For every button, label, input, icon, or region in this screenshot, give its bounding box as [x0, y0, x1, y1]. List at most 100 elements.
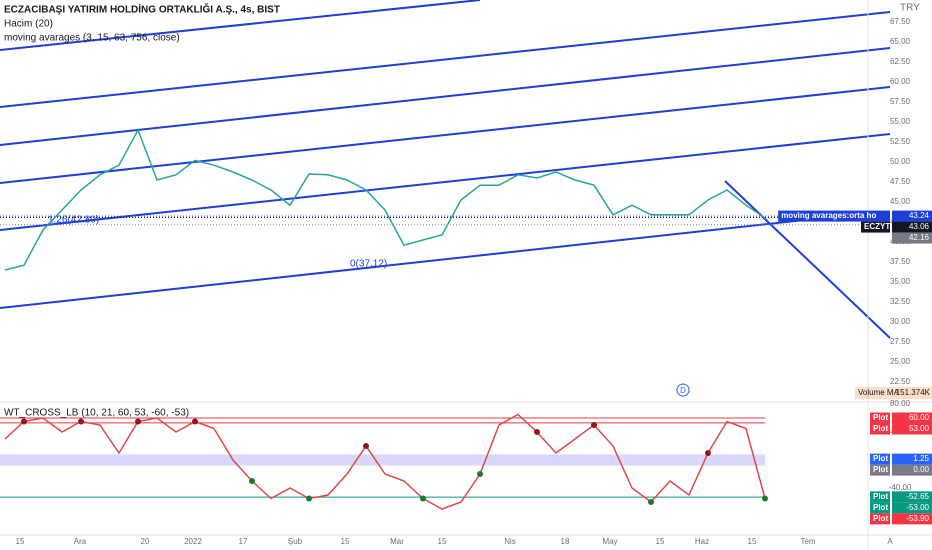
badge-value: -53.90 [906, 514, 929, 523]
time-label: 18 [561, 537, 570, 546]
cross-dot [477, 471, 483, 477]
badge-value: 43.24 [909, 211, 930, 220]
badge-name: Plot [873, 424, 888, 433]
badge-value: 0.00 [913, 465, 929, 474]
badge-value: 1.25 [913, 454, 929, 463]
badge-name-box [870, 464, 890, 476]
annotation: 1.26(42.80) [48, 215, 99, 226]
cross-dot [705, 450, 711, 456]
badge-name-box [870, 513, 890, 525]
time-label: Tem [800, 537, 815, 546]
badge [892, 232, 932, 244]
cross-dot [648, 499, 654, 505]
badge [892, 513, 932, 525]
cross-dot [534, 429, 540, 435]
badge-name: ECZYT [864, 222, 890, 231]
cross-dot [591, 422, 597, 428]
annotation: 0(37.12) [350, 259, 387, 270]
time-label: Haz [695, 537, 709, 546]
y-tick-label: 47.50 [890, 177, 911, 186]
time-label: Mar [390, 537, 404, 546]
y-tick-label: 67.50 [890, 17, 911, 26]
badge-name: Plot [873, 492, 888, 501]
badge [892, 210, 932, 222]
y-tick-label: 35.00 [890, 277, 911, 286]
cross-dot [306, 495, 312, 502]
symbol-title: ECZACIBAŞI YATIRIM HOLDİNG ORTAKLIĞI A.Ş… [4, 3, 280, 16]
currency: TRY [900, 3, 920, 14]
badge [892, 453, 932, 465]
badge-name-box [870, 423, 890, 435]
badge [892, 491, 932, 503]
badge-name-box [870, 491, 890, 503]
indicator-label: moving avarages (3, 15, 63, 756, close) [4, 33, 180, 44]
trend-line [0, 47, 891, 146]
y-tick-label: 57.50 [890, 97, 911, 106]
y-tick-label: 45.00 [890, 197, 911, 206]
series-line [4, 413, 766, 510]
badge-value: 60.00 [909, 413, 930, 422]
badge-name-box [870, 502, 890, 514]
y-tick-label: 37.50 [890, 257, 911, 266]
badge [892, 423, 932, 435]
cross-dot [420, 495, 426, 502]
badge [892, 502, 932, 514]
series-line [4, 128, 766, 271]
y-tick-label: 50.00 [890, 157, 911, 166]
drawings [0, 0, 891, 339]
cross-dot [21, 418, 27, 425]
time-label: Ara [74, 537, 87, 546]
volume-badge-value: 151.374K [896, 388, 931, 397]
y-tick-label: 30.00 [890, 317, 911, 326]
badge-value: 53.00 [909, 424, 930, 433]
y-tick-label: 60.00 [890, 77, 911, 86]
trend-line [0, 0, 481, 51]
time-label: 15 [748, 537, 757, 546]
dividend-marker[interactable] [676, 383, 690, 397]
legend: ECZACIBAŞI YATIRIM HOLDİNG ORTAKLIĞI A.Ş… [4, 3, 280, 419]
badge-name: moving avarages:orta ho [781, 211, 876, 220]
time-label: 20 [141, 537, 150, 546]
time-label: A [887, 537, 893, 546]
y-tick-label: 65.00 [890, 37, 911, 46]
badge-name-box [870, 412, 890, 424]
y-tick-label: 27.50 [890, 337, 911, 346]
badge-name: Plot [873, 454, 888, 463]
badge [892, 412, 932, 424]
cross-dot [135, 418, 141, 425]
badge [892, 221, 932, 233]
badge-name: Plot [873, 514, 888, 523]
trend-line [0, 133, 891, 231]
cross-dot [762, 495, 768, 502]
badge-value: 43.06 [909, 222, 930, 231]
y-tick-label: 55.00 [890, 117, 911, 126]
time-label: 17 [239, 537, 248, 546]
badge-name: Plot [873, 465, 888, 474]
time-label: Nis [504, 537, 516, 546]
y-tick-label: 80.00 [890, 399, 911, 408]
band [0, 454, 765, 466]
cross-dot [192, 418, 198, 425]
time-label: Şub [288, 537, 303, 546]
trend-line [724, 180, 891, 339]
badge-name-box [870, 453, 890, 465]
plots: 67.50 65.00 62.50 60.00 57.50 55.00 52.50 50.00… [0, 17, 932, 546]
trend-line [0, 212, 869, 309]
trend-line [0, 11, 891, 108]
cross-dot [363, 443, 369, 449]
trend-line [0, 86, 891, 184]
badge-name: Plot [873, 503, 888, 512]
badge-value: 42.16 [909, 233, 930, 242]
y-tick-label: 32.50 [890, 297, 911, 306]
time-label: 2022 [184, 537, 202, 546]
y-tick-label: -40.00 [889, 483, 912, 492]
y-tick-label: 25.00 [890, 357, 911, 366]
cross-dot [249, 478, 255, 484]
badge-value: -53.00 [906, 503, 929, 512]
time-label: May [602, 537, 617, 546]
time-label: 15 [16, 537, 25, 546]
volume-label: Hacim (20) [4, 19, 53, 30]
badge-name-box [861, 221, 890, 233]
time-label: 15 [341, 537, 350, 546]
